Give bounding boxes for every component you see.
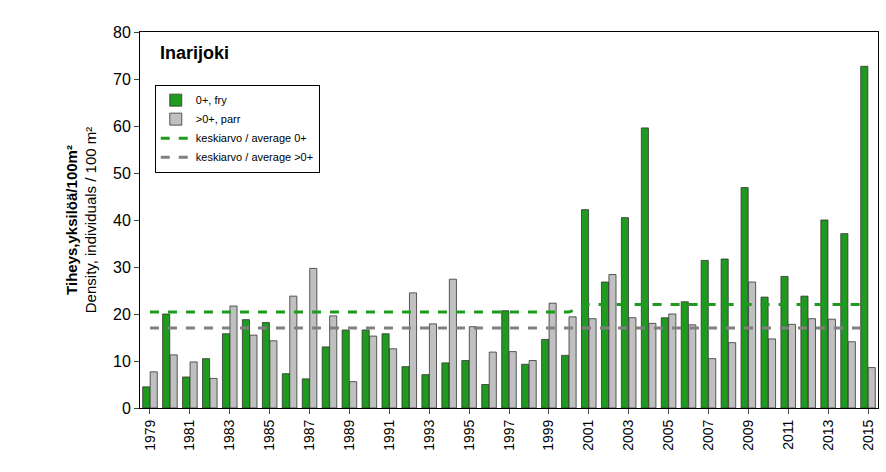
svg-text:2013: 2013: [820, 419, 836, 450]
svg-text:keskiarvo / average 0+: keskiarvo / average 0+: [196, 132, 307, 144]
svg-text:1999: 1999: [540, 419, 556, 450]
svg-text:2011: 2011: [780, 419, 796, 449]
svg-text:1983: 1983: [221, 419, 237, 450]
svg-text:1997: 1997: [501, 419, 517, 450]
svg-text:2003: 2003: [620, 419, 636, 450]
svg-text:1993: 1993: [421, 419, 437, 450]
svg-text:10: 10: [113, 353, 131, 370]
svg-text:1991: 1991: [381, 419, 397, 450]
svg-text:2005: 2005: [660, 419, 676, 450]
svg-text:2015: 2015: [860, 419, 876, 450]
svg-text:Inarijoki: Inarijoki: [160, 43, 229, 63]
svg-text:2001: 2001: [580, 419, 596, 450]
svg-text:0: 0: [122, 400, 131, 417]
svg-text:>0+, parr: >0+, parr: [196, 113, 241, 125]
svg-text:20: 20: [113, 306, 131, 323]
svg-text:1989: 1989: [341, 419, 357, 450]
svg-text:1979: 1979: [142, 419, 158, 450]
svg-text:Tiheys,yksilöä/100m²Density, i: Tiheys,yksilöä/100m²Density, individuals…: [63, 127, 100, 313]
svg-text:60: 60: [113, 118, 131, 135]
svg-text:keskiarvo / average >0+: keskiarvo / average >0+: [196, 151, 313, 163]
svg-text:70: 70: [113, 71, 131, 88]
svg-text:1987: 1987: [301, 419, 317, 450]
svg-text:0+, fry: 0+, fry: [196, 94, 227, 106]
svg-text:50: 50: [113, 165, 131, 182]
svg-text:40: 40: [113, 212, 131, 229]
svg-text:2009: 2009: [740, 419, 756, 450]
svg-text:1985: 1985: [261, 419, 277, 450]
svg-text:1995: 1995: [461, 419, 477, 450]
svg-text:1981: 1981: [181, 419, 197, 450]
svg-text:30: 30: [113, 259, 131, 276]
svg-text:2007: 2007: [700, 419, 716, 450]
svg-text:80: 80: [113, 24, 131, 41]
